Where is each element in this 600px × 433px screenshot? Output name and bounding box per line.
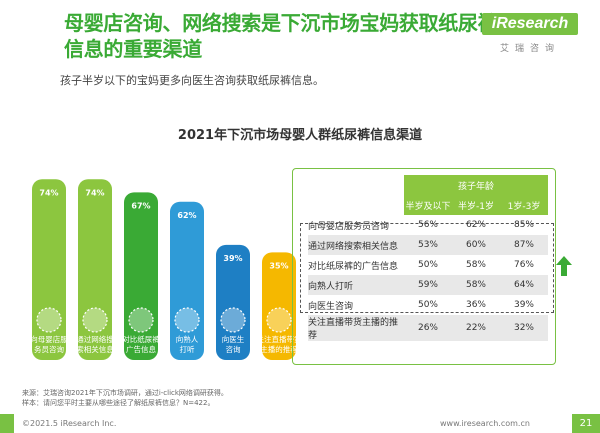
logo-subtitle: 艾瑞咨询 [499,44,560,54]
iresearch-logo: iResearch 艾瑞咨询 [474,13,592,57]
bar-value-label: 39% [223,254,242,263]
category-label: 对比纸尿裤 [122,334,160,344]
table-row: 向熟人打听 59% 58% 64% [308,275,548,295]
cell-value: 32% [500,315,548,341]
table-frame [292,168,556,365]
logo-mark: iResearch [482,13,578,35]
category-label: 广告信息 [126,344,156,354]
table-group-header: 孩子年龄 [404,175,548,195]
cell-value: 87% [500,235,548,255]
website: www.iresearch.com.cn [440,419,530,428]
bar [216,244,250,360]
age-breakdown-table: 孩子年龄 半岁及以下 半岁-1岁 1岁-3岁 向母婴店服务员咨询 56% 62% 85… [308,175,548,341]
bar [32,179,66,360]
category-label: 咨询 [226,344,241,354]
source-note: 来源：艾瑞咨询2021年下沉市场调研，通过i-click网络调研获得。 [22,389,228,397]
row-label: 向医生咨询 [308,301,354,312]
table-row: 向母婴店服务员咨询 56% 62% 85% [308,215,548,235]
category-label: 索相关信息 [76,344,114,354]
chart-title: 2021年下沉市场母婴人群纸尿裤信息渠道 [177,128,423,143]
cell-value: 64% [500,275,548,295]
bar [124,192,158,360]
table-corner [308,175,404,195]
category-label: 打听 [180,344,195,354]
bar-circle [128,307,154,333]
bar-circle [174,307,200,333]
bar [170,201,204,360]
cell-value: 59% [404,275,452,295]
bar-value-label: 74% [85,188,104,197]
cell-value: 26% [404,315,452,341]
page-number: 21 [572,414,600,433]
sample-note: 样本：请问您平时主要从哪些途径了解纸尿裤信息？N=422。 [22,399,215,407]
bar-circle [220,307,246,333]
table-col-header: 半岁-1岁 [452,195,500,215]
category-label: 向熟人 [176,334,199,344]
cell-value: 39% [513,300,534,310]
cell-value: 53% [404,235,452,255]
cell-value: 60% [452,235,500,255]
category-label: 通过网络搜 [76,334,114,344]
row-label: 向熟人打听 [308,275,404,295]
bar-value-label: 74% [39,188,58,197]
up-arrow-icon [556,256,572,276]
category-label: 主播的推荐 [260,344,298,354]
bar-circle [266,307,292,333]
cell-value: 56% [417,220,438,230]
highlight-dashed-box [300,223,554,313]
category-label: 关注直播带货 [257,334,302,344]
row-label: 关注直播带货主播的推荐 [308,315,404,341]
table-row: 对比纸尿裤的广告信息 50% 58% 76% [308,255,548,275]
cell-value: 22% [452,315,500,341]
bar-value-label: 62% [177,211,196,220]
page-subtitle: 孩子半岁以下的宝妈更多向医生咨询获取纸尿裤信息。 [60,74,324,87]
cell-value: 85% [513,220,534,230]
category-label: 向医生 [222,334,245,344]
category-label: 务员咨询 [34,344,64,354]
table-row: 关注直播带货主播的推荐 26% 22% 32% [308,315,548,341]
cell-value: 50% [417,260,438,270]
cell-value: 58% [452,275,500,295]
page-title: 母婴店咨询、网络搜索是下沉市场宝妈获取纸尿裤信息的重要渠道 [64,11,498,61]
bar [78,179,112,360]
row-label: 对比纸尿裤的广告信息 [308,261,399,272]
cell-value: 76% [513,260,534,270]
footnote: 来源：艾瑞咨询2021年下沉市场调研，通过i-click网络调研获得。 样本：请… [22,388,228,408]
table-col-header: 1岁-3岁 [500,195,548,215]
table-corner-2 [308,195,404,215]
cell-value: 58% [465,260,486,270]
row-label: 通过网络搜索相关信息 [308,235,404,255]
cell-value: 50% [417,300,438,310]
table-row: 向医生咨询 50% 36% 39% [308,295,548,315]
copyright: ©2021.5 iResearch Inc. [22,419,117,428]
cell-value: 36% [465,300,486,310]
bar-circle [82,307,108,333]
bar-value-label: 35% [269,261,288,270]
bar-circle [36,307,62,333]
row-label: 向母婴店服务员咨询 [308,221,390,232]
table-col-header: 半岁及以下 [404,195,452,215]
cell-value: 62% [465,220,486,230]
category-label: 向母婴店服 [30,334,68,344]
bar-value-label: 67% [131,201,150,210]
table-row: 通过网络搜索相关信息 53% 60% 87% [308,235,548,255]
bar [262,252,296,360]
left-accent-bar [0,414,14,433]
